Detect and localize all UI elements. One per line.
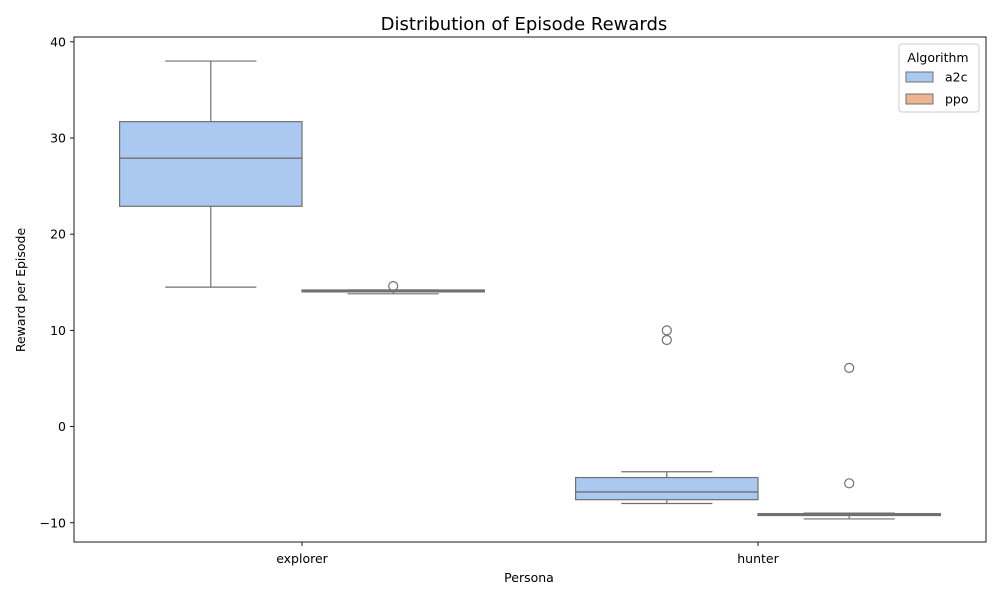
outlier-point: [661, 334, 672, 346]
plot-frame: [73, 36, 987, 543]
x-tick-label: explorer: [276, 551, 328, 566]
iqr-box: [118, 121, 303, 207]
x-tick-label: hunter: [737, 551, 779, 566]
y-tick-label: 30: [50, 131, 66, 146]
box-a2c-explorer: [118, 60, 303, 288]
legend-title: Algorithm: [907, 50, 968, 65]
x-axis-label: Persona: [504, 570, 554, 585]
y-tick-label: 10: [50, 323, 66, 338]
axes: −10 0 10 20 30 40 explorer hunter: [40, 34, 780, 566]
box-ppo-explorer: [301, 281, 485, 295]
plot-area: [118, 60, 941, 520]
outlier-point: [388, 281, 399, 292]
y-tick-label: 20: [50, 227, 66, 242]
y-axis-label: Reward per Episode: [13, 228, 28, 353]
legend: Algorithm a2c ppo: [898, 43, 980, 113]
iqr-box: [574, 476, 759, 501]
legend-swatch-ppo: [905, 93, 934, 105]
box-a2c-hunter: [574, 325, 759, 505]
legend-swatch-a2c: [905, 71, 934, 83]
y-tick-label: 40: [50, 34, 66, 49]
outlier-point: [661, 325, 672, 336]
box-ppo-hunter: [757, 362, 941, 520]
y-tick-label: −10: [40, 515, 66, 530]
y-tick-label: 0: [58, 419, 66, 434]
outlier-point: [844, 478, 855, 489]
outlier-point: [844, 362, 855, 373]
chart-title: Distribution of Episode Rewards: [381, 14, 668, 35]
legend-label-a2c: a2c: [945, 70, 968, 85]
legend-label-ppo: ppo: [945, 92, 969, 107]
